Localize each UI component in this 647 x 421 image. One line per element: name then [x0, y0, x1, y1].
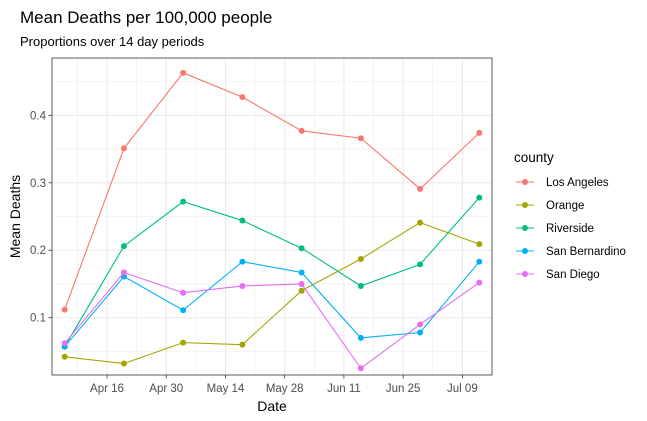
- data-point-los-angeles: [61, 306, 68, 313]
- data-point-riverside: [476, 194, 483, 201]
- data-point-riverside: [417, 261, 424, 268]
- legend-key-point: [522, 271, 528, 277]
- series-line-san-diego: [64, 271, 480, 370]
- x-tick-label: Jul 09: [447, 383, 478, 395]
- data-point-los-angeles: [357, 135, 364, 142]
- data-point-san-diego: [476, 279, 483, 286]
- data-point-orange: [180, 339, 187, 346]
- y-tick-label: 0.1: [30, 313, 46, 325]
- legend-key-point: [522, 248, 528, 254]
- data-point-orange: [61, 353, 68, 360]
- data-point-riverside: [357, 282, 364, 289]
- data-point-los-angeles: [417, 185, 424, 192]
- x-axis-title: Date: [257, 398, 287, 414]
- legend-label: Orange: [546, 200, 584, 212]
- data-point-san-diego: [298, 280, 305, 287]
- y-axis-title: Mean Deaths: [7, 175, 23, 258]
- legend-item-san-diego: San Diego: [516, 269, 600, 281]
- legend: county Los Angeles Orange Riverside San Ber…: [514, 150, 626, 281]
- series-san-diego: [61, 269, 483, 372]
- legend-key-point: [522, 225, 528, 231]
- data-point-san-bernardino: [417, 329, 424, 336]
- data-point-orange: [417, 219, 424, 226]
- x-tick-label: Jun 11: [327, 383, 361, 395]
- data-point-san-diego: [180, 289, 187, 296]
- data-point-san-diego: [120, 269, 127, 276]
- data-point-riverside: [298, 245, 305, 252]
- legend-title: county: [514, 150, 554, 165]
- y-axis-ticks: 0.1 0.2 0.3 0.4: [30, 110, 52, 325]
- data-point-orange: [476, 241, 483, 248]
- data-point-riverside: [120, 243, 127, 250]
- data-point-los-angeles: [476, 129, 483, 136]
- data-point-orange: [239, 341, 246, 348]
- legend-item-orange: Orange: [516, 200, 584, 212]
- x-tick-label: Apr 30: [149, 383, 183, 395]
- data-point-san-bernardino: [357, 334, 364, 341]
- data-point-riverside: [180, 198, 187, 205]
- data-point-san-bernardino: [476, 258, 483, 265]
- legend-item-riverside: Riverside: [516, 223, 594, 235]
- series-line-orange: [64, 221, 480, 365]
- legend-label: San Diego: [546, 269, 600, 281]
- x-axis-ticks: Apr 16 Apr 30 May 14 May 28 Jun 11 Jun 25 Jul …: [90, 375, 478, 395]
- series-line-riverside: [64, 197, 480, 347]
- x-tick-label: Apr 16: [90, 383, 124, 395]
- data-point-riverside: [239, 217, 246, 224]
- panel-border: [51, 57, 493, 376]
- chart-subtitle: Proportions over 14 day periods: [20, 34, 205, 49]
- x-tick-label: May 28: [266, 383, 304, 395]
- data-point-orange: [298, 287, 305, 294]
- data-point-los-angeles: [298, 127, 305, 134]
- x-tick-label: Jun 25: [386, 383, 421, 395]
- legend-item-los-angeles: Los Angeles: [516, 177, 609, 189]
- data-point-san-diego: [61, 340, 68, 347]
- data-point-los-angeles: [180, 69, 187, 76]
- legend-label: San Bernardino: [546, 246, 626, 258]
- data-point-los-angeles: [239, 94, 246, 101]
- series-line-los-angeles: [64, 72, 480, 310]
- data-point-los-angeles: [120, 145, 127, 152]
- series-line-san-bernardino: [64, 261, 480, 348]
- series-orange: [61, 219, 483, 367]
- legend-label: Riverside: [546, 223, 594, 235]
- series-layer: [61, 69, 483, 372]
- y-tick-label: 0.4: [30, 110, 47, 122]
- data-point-orange: [120, 360, 127, 367]
- chart-title: Mean Deaths per 100,000 people: [20, 8, 272, 27]
- legend-label: Los Angeles: [546, 177, 609, 189]
- data-point-orange: [357, 255, 364, 262]
- legend-item-san-bernardino: San Bernardino: [516, 246, 626, 258]
- legend-key-point: [522, 202, 528, 208]
- data-point-san-bernardino: [180, 307, 187, 314]
- series-los-angeles: [61, 69, 483, 313]
- y-tick-label: 0.3: [30, 178, 46, 190]
- data-point-san-diego: [417, 321, 424, 328]
- data-point-san-bernardino: [298, 269, 305, 276]
- data-point-san-diego: [357, 365, 364, 372]
- x-tick-label: May 14: [207, 383, 245, 395]
- legend-key-point: [522, 179, 528, 185]
- data-point-san-bernardino: [239, 258, 246, 265]
- data-point-san-diego: [239, 282, 246, 289]
- y-tick-label: 0.2: [30, 245, 46, 257]
